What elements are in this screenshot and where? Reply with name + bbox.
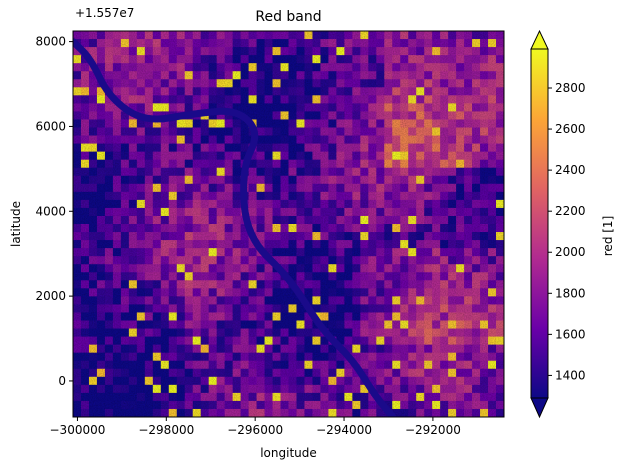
x-tick-label: −300000 — [50, 423, 106, 437]
colorbar-frame — [530, 48, 549, 399]
x-tick-label: −298000 — [138, 423, 194, 437]
x-tick-label: −296000 — [227, 423, 283, 437]
colorbar-extend-max — [530, 29, 549, 50]
colorbar-tick-label: 1800 — [555, 286, 586, 300]
y-tick-label: 0 — [58, 374, 66, 388]
colorbar-label: red [1] — [601, 216, 615, 256]
y-axis-ticks: 0 2000 4000 6000 8000 — [35, 35, 73, 388]
x-axis-ticks: −300000 −298000 −296000 −294000 −292000 — [50, 417, 461, 437]
colorbar-tick-label: 2600 — [555, 122, 586, 136]
colorbar-extend-min — [530, 397, 549, 419]
river-channel — [73, 38, 397, 417]
colorbar-tick-label: 1400 — [555, 368, 586, 382]
raster-noise-overlay — [73, 31, 504, 417]
raster-cells — [73, 31, 504, 417]
raster-image — [73, 31, 504, 417]
y-tick-label: 8000 — [35, 35, 66, 49]
x-tick-label: −292000 — [405, 423, 461, 437]
y-tick-label: 4000 — [35, 204, 66, 218]
x-axis-label: longitude — [260, 446, 317, 460]
plot-frame — [72, 30, 505, 418]
colorbar-tick-label: 2200 — [555, 204, 586, 218]
colorbar: 1400 1600 1800 2000 2200 2400 2600 2800 red [1] — [530, 29, 615, 419]
y-tick-label: 2000 — [35, 289, 66, 303]
colorbar-tick-label: 2800 — [555, 81, 586, 95]
chart-title: Red band — [255, 9, 321, 25]
y-offset-label: +1.557e7 — [75, 6, 134, 20]
colorbar-tick-label: 1600 — [555, 327, 586, 341]
y-axis-label: latitude — [9, 201, 23, 247]
x-tick-label: −294000 — [316, 423, 372, 437]
colorbar-tick-label: 2000 — [555, 245, 586, 259]
colorbar-ticks: 1400 1600 1800 2000 2200 2400 2600 2800 — [548, 81, 586, 382]
colorbar-gradient — [531, 49, 548, 398]
colorbar-tick-label: 2400 — [555, 163, 586, 177]
y-tick-label: 6000 — [35, 119, 66, 133]
